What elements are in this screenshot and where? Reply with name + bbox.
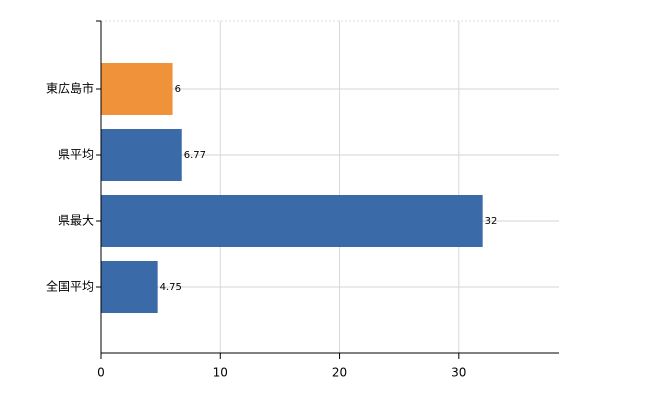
y-tick-label: 東広島市: [46, 81, 94, 96]
y-tick-label: 県平均: [58, 148, 94, 162]
bar: [101, 195, 483, 247]
x-tick-label: 30: [451, 366, 466, 380]
value-label: 6: [175, 84, 181, 95]
value-label: 4.75: [160, 282, 182, 293]
x-tick-label: 0: [97, 366, 105, 380]
y-tick-label: 県最大: [58, 214, 94, 228]
y-tick-label: 全国平均: [46, 279, 94, 294]
bar: [101, 63, 173, 115]
bar: [101, 261, 158, 313]
bar: [101, 129, 182, 181]
value-label: 6.77: [184, 150, 206, 161]
x-tick-label: 20: [332, 366, 347, 380]
x-tick-label: 10: [213, 366, 228, 380]
value-label: 32: [485, 216, 498, 227]
